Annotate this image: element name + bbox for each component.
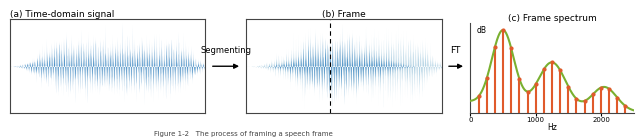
Title: (c) Frame spectrum: (c) Frame spectrum [508, 14, 596, 23]
Title: (b) Frame: (b) Frame [322, 10, 366, 18]
Text: (a) Time-domain signal: (a) Time-domain signal [10, 10, 114, 18]
Text: dB: dB [477, 26, 487, 35]
X-axis label: Hz: Hz [547, 123, 557, 132]
Text: Segmenting: Segmenting [200, 46, 252, 55]
Text: FT: FT [451, 46, 461, 55]
Text: Figure 1-2   The process of framing a speech frame: Figure 1-2 The process of framing a spee… [154, 131, 333, 137]
